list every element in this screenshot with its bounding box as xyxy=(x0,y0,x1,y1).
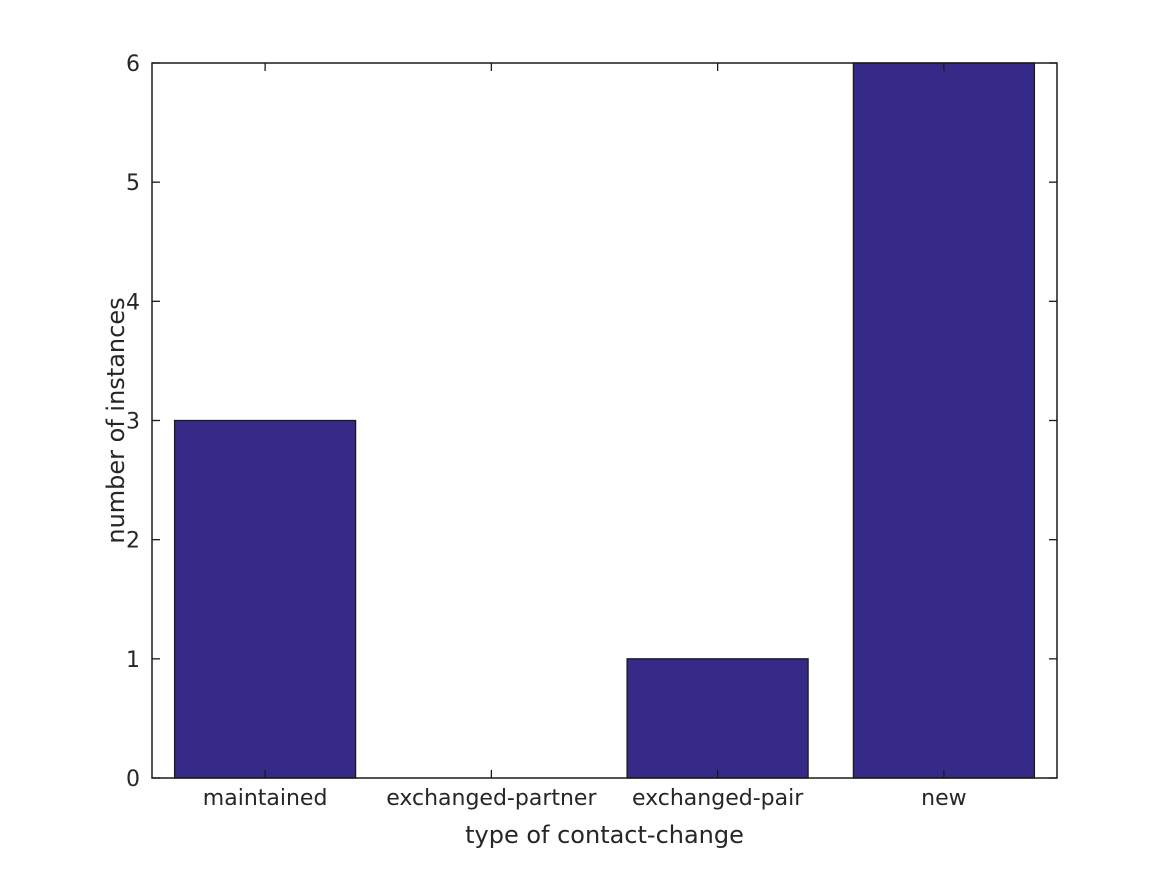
x-axis-label: type of contact-change xyxy=(465,821,744,849)
x-tick-label: new xyxy=(921,786,966,811)
bar-new xyxy=(852,62,1036,779)
y-tick-label: 3 xyxy=(126,410,140,435)
y-axis-label: number of instances xyxy=(102,297,130,543)
ticks-group xyxy=(152,62,1057,779)
bars-group xyxy=(173,62,1036,779)
x-tick-label: exchanged-partner xyxy=(386,786,597,811)
y-tick-label: 1 xyxy=(126,648,140,673)
y-tick-label: 4 xyxy=(126,290,140,315)
bar-exchanged-pair xyxy=(626,658,809,779)
tick-labels-group: maintained exchanged-partner exchanged-pai… xyxy=(126,52,967,811)
x-tick-label: exchanged-pair xyxy=(632,786,804,811)
x-tick-label: maintained xyxy=(203,786,328,811)
y-tick-label: 6 xyxy=(126,52,140,77)
bar-maintained xyxy=(173,419,357,779)
y-tick-label: 2 xyxy=(126,529,140,554)
y-tick-label: 5 xyxy=(126,171,140,196)
y-tick-label: 0 xyxy=(126,767,140,792)
